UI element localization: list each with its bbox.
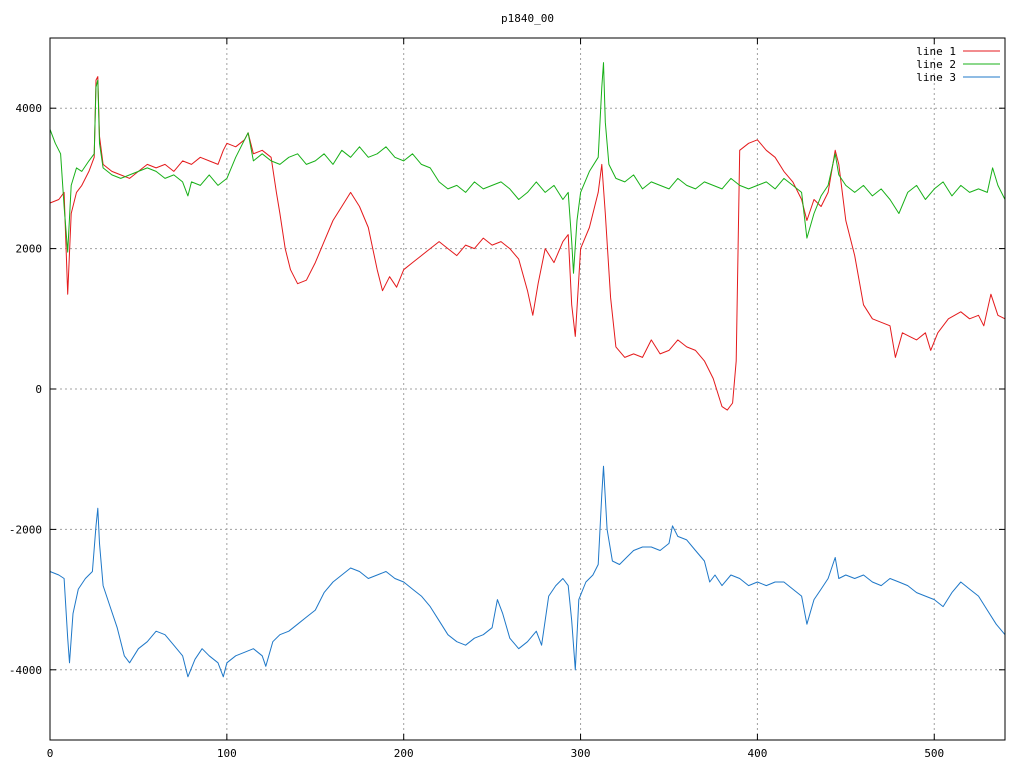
tick-labels: 0 100 200 300 400 500 -4000 -2000 0 2000 4000 xyxy=(9,102,944,760)
y-tick-label: 0 xyxy=(35,383,42,396)
y-tick-label: -4000 xyxy=(9,664,42,677)
series-line-3 xyxy=(49,465,1006,678)
x-tick-label: 500 xyxy=(924,747,944,760)
legend-label-3: line 3 xyxy=(916,71,956,84)
x-tick-label: 200 xyxy=(394,747,414,760)
legend-label-2: line 2 xyxy=(916,58,956,71)
y-tick-label: 4000 xyxy=(16,102,43,115)
legend-label-1: line 1 xyxy=(916,45,956,58)
y-tick-label: -2000 xyxy=(9,523,42,536)
x-tick-label: 100 xyxy=(217,747,237,760)
axis-ticks xyxy=(49,38,1005,740)
series-line-1 xyxy=(49,76,1006,411)
x-tick-label: 400 xyxy=(747,747,767,760)
series-line-2 xyxy=(49,62,1006,274)
grid-lines xyxy=(50,38,1005,740)
x-tick-label: 300 xyxy=(571,747,591,760)
x-tick-label: 0 xyxy=(47,747,54,760)
chart-title: p1840_00 xyxy=(501,12,554,25)
series-lines xyxy=(49,62,1006,678)
y-tick-label: 2000 xyxy=(16,243,43,256)
